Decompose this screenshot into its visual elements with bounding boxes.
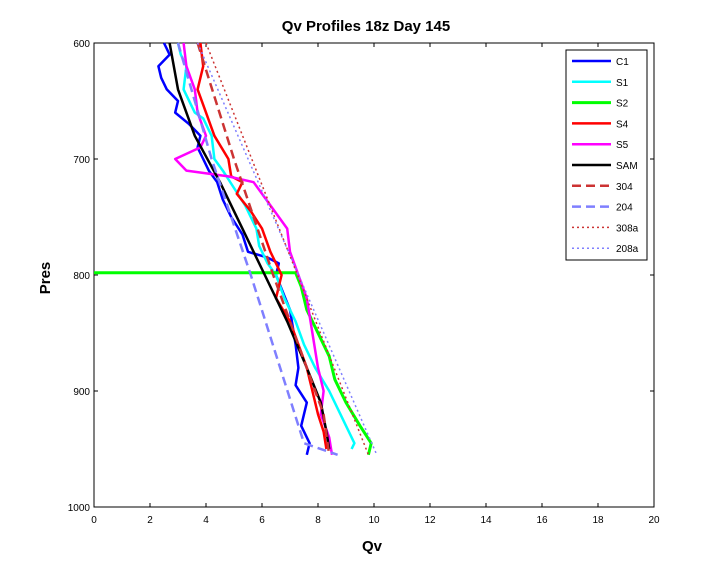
y-tick-label: 1000 bbox=[68, 503, 91, 514]
legend-label-304: 304 bbox=[616, 182, 633, 193]
x-tick-label: 6 bbox=[259, 515, 265, 526]
chart-title: Qv Profiles 18z Day 145 bbox=[282, 18, 450, 35]
legend-label-s1: S1 bbox=[616, 78, 629, 89]
series-line-204 bbox=[176, 42, 339, 456]
legend-label-s4: S4 bbox=[616, 119, 629, 130]
legend-label-208a: 208a bbox=[616, 244, 639, 255]
x-tick-label: 18 bbox=[592, 515, 604, 526]
axis-ticks: 0 2 4 6 8 10 12 14 16 18 20 600 700 800 900 1000 bbox=[68, 39, 660, 526]
y-tick-label: 900 bbox=[73, 387, 90, 398]
series-line-s1 bbox=[176, 42, 356, 450]
series-line-s5 bbox=[173, 42, 334, 455]
legend-label-c1: C1 bbox=[616, 57, 629, 68]
y-tick-label: 800 bbox=[73, 271, 90, 282]
x-tick-label: 0 bbox=[91, 515, 97, 526]
series-line-308a bbox=[205, 42, 370, 456]
legend-label-s2: S2 bbox=[616, 99, 629, 110]
y-axis-label: Pres bbox=[37, 262, 54, 295]
x-tick-label: 14 bbox=[480, 515, 492, 526]
legend: C1 S1 S2 S4 S5 SAM 304 204 308a 208a bbox=[565, 49, 648, 261]
x-tick-label: 12 bbox=[424, 515, 436, 526]
legend-label-204: 204 bbox=[616, 203, 633, 214]
x-tick-label: 4 bbox=[203, 515, 209, 526]
series-line-304 bbox=[196, 42, 331, 455]
x-tick-label: 20 bbox=[648, 515, 660, 526]
legend-label-s5: S5 bbox=[616, 140, 629, 151]
legend-label-308a: 308a bbox=[616, 223, 639, 234]
y-tick-label: 600 bbox=[73, 39, 90, 50]
x-tick-label: 8 bbox=[315, 515, 321, 526]
legend-label-sam: SAM bbox=[616, 161, 638, 172]
legend-box bbox=[565, 49, 648, 261]
x-axis-label: Qv bbox=[362, 538, 383, 555]
series-lines bbox=[94, 42, 378, 456]
series-line-s4 bbox=[196, 42, 328, 450]
x-tick-label: 2 bbox=[147, 515, 153, 526]
x-tick-label: 16 bbox=[536, 515, 548, 526]
series-line-sam bbox=[168, 42, 331, 450]
y-tick-label: 700 bbox=[73, 155, 90, 166]
plot-area bbox=[93, 42, 655, 508]
x-tick-label: 10 bbox=[368, 515, 380, 526]
